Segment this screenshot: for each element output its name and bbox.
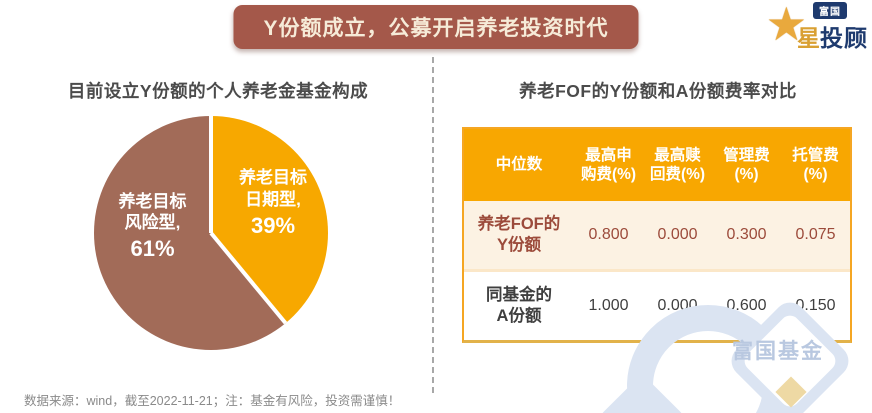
table-cell: 0.075 (795, 226, 836, 243)
brand-name: 投顾 (820, 25, 868, 51)
table-row-label: 同基金的 A份额 (486, 286, 552, 325)
pie-chart-title: 目前设立Y份额的个人养老金基金构成 (67, 81, 369, 101)
table-cell: 0.000 (657, 297, 698, 314)
table-cell: 0.800 (588, 226, 629, 243)
fee-table-title: 养老FOF的Y份额和A份额费率对比 (519, 81, 797, 101)
table-row: 养老FOF的 Y份额 0.800 0.000 0.300 0.075 (464, 201, 850, 269)
title-banner: Y份额成立，公募开启养老投资时代 (233, 5, 639, 49)
pie-slice-name: 养老目标 日期型, (239, 168, 307, 209)
table-header-cell: 最高申 购费(%) (580, 146, 637, 183)
pie-slice-label-date: 养老目标 日期型, 39% (218, 167, 328, 239)
pie-slice-percent: 61% (130, 236, 175, 262)
pie-slice-percent: 39% (250, 212, 296, 238)
panel-divider (432, 57, 434, 393)
watermark-gold-diamond-icon (775, 376, 807, 408)
table-header-cell: 中位数 (495, 156, 543, 174)
table-header-row: 中位数 最高申 购费(%) 最高赎 回费(%) 管理费 (%) 托管费 (%) (464, 129, 850, 201)
pie-slice-label-risk: 养老目标 风险型, 61% (101, 191, 204, 263)
brand-badge: 富国 (813, 2, 847, 19)
pie-chart: 养老目标 日期型, 39% 养老目标 风险型, 61% (94, 116, 328, 350)
table-cell: 0.000 (657, 226, 698, 243)
table-cell: 0.600 (726, 297, 767, 314)
source-note: 数据来源：wind，截至2022-11-21；注：基金有风险，投资需谨慎！ (24, 394, 401, 408)
pie-slice-name: 养老目标 风险型, (118, 191, 187, 233)
pie-slice-separator (209, 231, 288, 325)
table-cell: 0.150 (795, 297, 836, 314)
table-row-label: 养老FOF的 Y份额 (477, 215, 561, 254)
table-row: 同基金的 A份额 1.000 0.000 0.600 0.150 (464, 269, 850, 340)
table-header-cell: 托管费 (%) (792, 146, 839, 183)
table-cell: 0.300 (726, 226, 767, 243)
watermark-square-icon (592, 373, 692, 413)
table-header-cell: 管理费 (%) (723, 146, 770, 183)
table-header-cell: 最高赎 回费(%) (649, 146, 706, 183)
star-icon: ★ (765, 0, 807, 50)
pie-slice-separator (209, 116, 213, 233)
table-cell: 1.000 (588, 297, 629, 314)
fee-table: 中位数 最高申 购费(%) 最高赎 回费(%) 管理费 (%) 托管费 (%) … (462, 127, 852, 343)
brand-logo: ★ 富国 星 投顾 (765, 0, 868, 53)
brand-star-char: 星 (797, 25, 820, 51)
